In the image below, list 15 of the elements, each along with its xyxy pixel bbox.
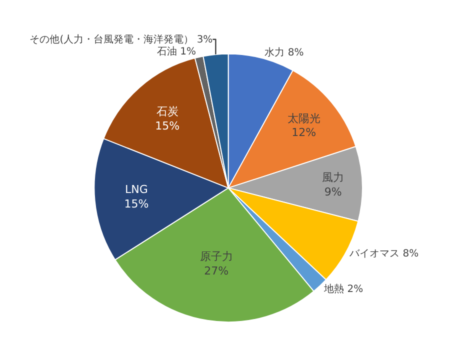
slice-label: LNG (125, 182, 148, 196)
slice-label: 石油 1% (157, 45, 196, 58)
slice-label: 太陽光 (287, 112, 320, 125)
slice-label: 地熱 2% (323, 282, 364, 295)
data-label: 15% (155, 119, 180, 132)
data-label: 27% (204, 264, 229, 278)
slice-label: 風力 (322, 170, 344, 184)
data-label: 9% (324, 185, 342, 198)
slice-label: その他(人力・台風発電・海洋発電） 3% (30, 33, 213, 46)
data-label: 15% (124, 197, 149, 210)
slice-label: 原子力 (200, 250, 233, 263)
data-label: 12% (292, 126, 316, 140)
slice-label: 水力 8% (264, 46, 304, 58)
slice-label: 石炭 (156, 105, 178, 118)
slice-label: バイオマス 8% (348, 248, 419, 260)
